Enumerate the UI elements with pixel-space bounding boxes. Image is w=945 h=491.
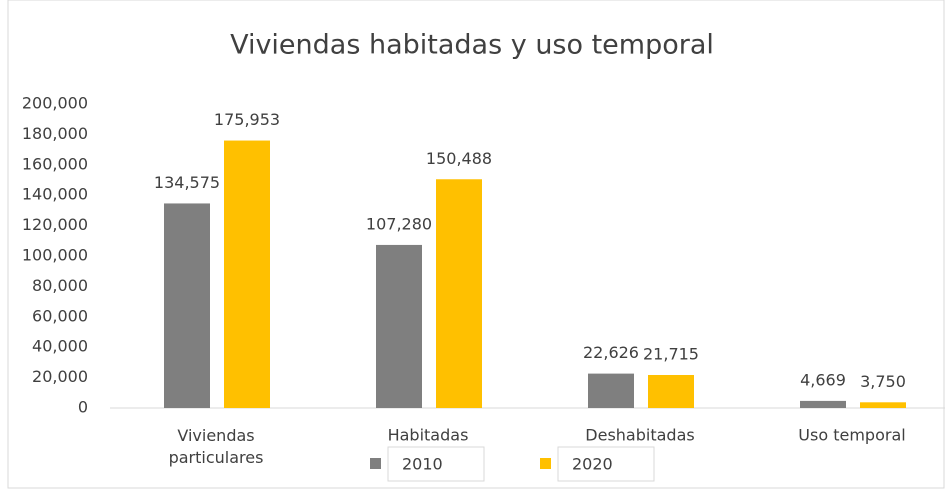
value-label: 107,280 [366, 214, 432, 233]
value-label: 150,488 [426, 149, 492, 168]
legend-box [387, 446, 485, 482]
legend-box [557, 446, 655, 482]
bar [648, 374, 694, 408]
bar [860, 402, 906, 408]
chart-title: Viviendas habitadas y uso temporal [230, 30, 714, 61]
y-tick-label: 140,000 [22, 185, 88, 204]
legend-label: 2010 [402, 455, 443, 474]
y-tick-label: 20,000 [32, 367, 88, 386]
value-label: 134,575 [154, 173, 220, 192]
x-tick-label: Deshabitadas [585, 426, 694, 445]
bar [436, 179, 482, 408]
bar [376, 244, 422, 408]
bar [800, 400, 846, 408]
legend-swatch [540, 458, 551, 469]
legend-swatch [370, 458, 381, 469]
y-tick-label: 0 [78, 398, 88, 417]
y-tick-label: 160,000 [22, 154, 88, 173]
bar [588, 373, 634, 408]
y-tick-label: 40,000 [32, 337, 88, 356]
value-label: 4,669 [800, 370, 846, 389]
value-label: 22,626 [583, 343, 639, 362]
y-tick-label: 180,000 [22, 124, 88, 143]
value-label: 3,750 [860, 372, 906, 391]
value-label: 21,715 [643, 344, 699, 363]
legend-label: 2020 [572, 455, 613, 474]
y-tick-label: 60,000 [32, 306, 88, 325]
x-tick-label: Uso temporal [798, 426, 905, 445]
bar [164, 203, 210, 408]
bar [224, 140, 270, 408]
x-tick-label: Habitadas [388, 426, 469, 445]
y-tick-label: 200,000 [22, 94, 88, 113]
y-tick-label: 120,000 [22, 215, 88, 234]
value-label: 175,953 [214, 110, 280, 129]
y-tick-label: 80,000 [32, 276, 88, 295]
x-tick-label: Viviendas particulares [169, 426, 264, 467]
y-tick-label: 100,000 [22, 246, 88, 265]
